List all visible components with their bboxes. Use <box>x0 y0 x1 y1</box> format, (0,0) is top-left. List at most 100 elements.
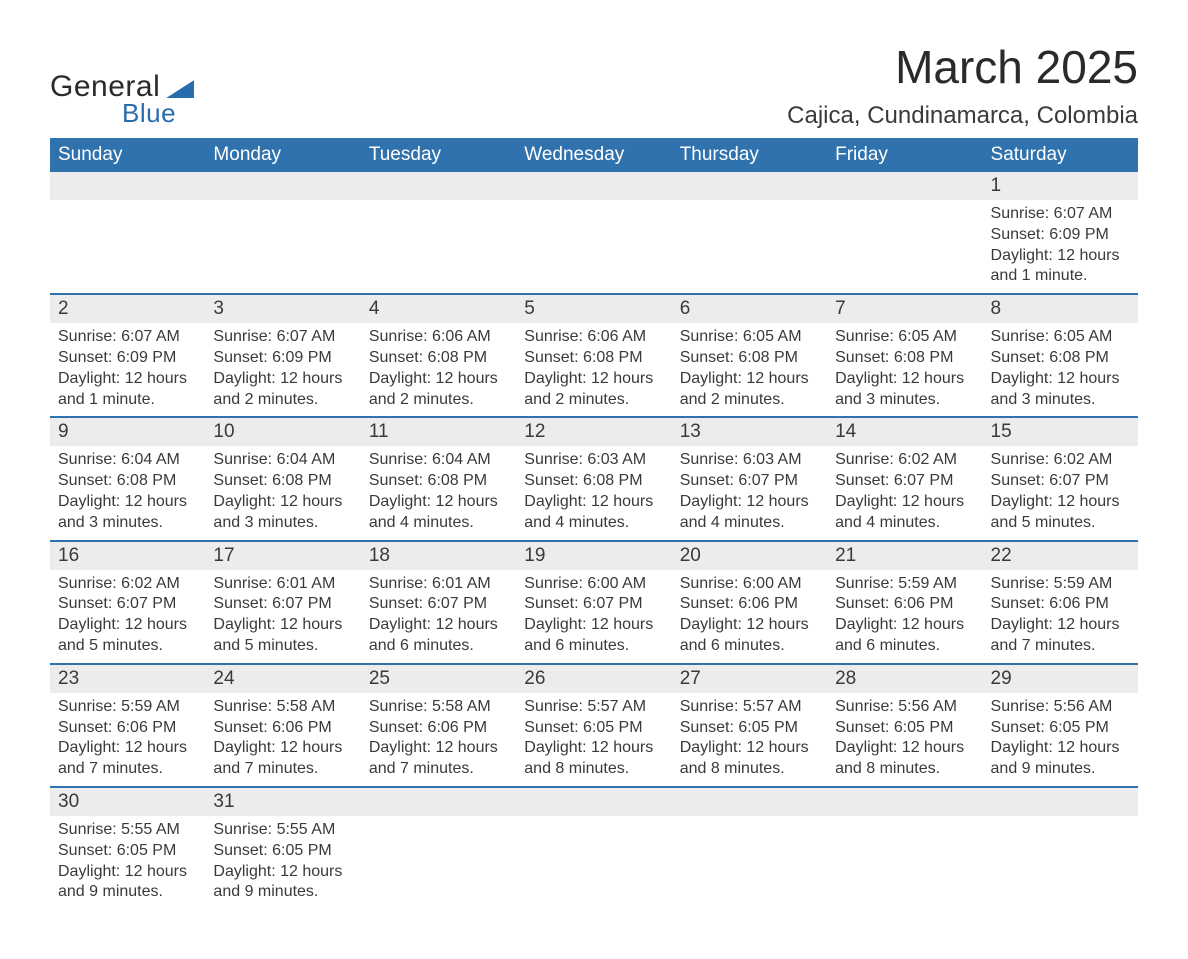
day-cell: Sunrise: 6:02 AMSunset: 6:07 PMDaylight:… <box>50 570 205 664</box>
day-cell: Sunrise: 6:01 AMSunset: 6:07 PMDaylight:… <box>205 570 360 664</box>
sunrise-text: Sunrise: 6:07 AM <box>58 327 197 348</box>
sunrise-text: Sunrise: 6:02 AM <box>991 450 1130 471</box>
daylight-text: Daylight: 12 hours and 8 minutes. <box>835 738 974 780</box>
calendar-table: Sunday Monday Tuesday Wednesday Thursday… <box>50 138 1138 909</box>
sunset-text: Sunset: 6:08 PM <box>991 348 1130 369</box>
daylight-text: Daylight: 12 hours and 8 minutes. <box>680 738 819 780</box>
day-number: 5 <box>516 294 671 323</box>
day-number: 30 <box>50 787 205 816</box>
sunrise-text: Sunrise: 6:01 AM <box>213 574 352 595</box>
week-details-row: Sunrise: 6:07 AMSunset: 6:09 PMDaylight:… <box>50 200 1138 294</box>
day-header: Thursday <box>672 138 827 172</box>
sunset-text: Sunset: 6:07 PM <box>991 471 1130 492</box>
daylight-text: Daylight: 12 hours and 9 minutes. <box>991 738 1130 780</box>
day-number: 3 <box>205 294 360 323</box>
daylight-text: Daylight: 12 hours and 7 minutes. <box>213 738 352 780</box>
sunset-text: Sunset: 6:06 PM <box>680 594 819 615</box>
week-details-row: Sunrise: 5:55 AMSunset: 6:05 PMDaylight:… <box>50 816 1138 909</box>
day-number: 20 <box>672 541 827 570</box>
day-header: Saturday <box>983 138 1138 172</box>
sunset-text: Sunset: 6:08 PM <box>524 348 663 369</box>
daylight-text: Daylight: 12 hours and 1 minute. <box>991 246 1130 288</box>
day-number: 18 <box>361 541 516 570</box>
daylight-text: Daylight: 12 hours and 6 minutes. <box>835 615 974 657</box>
sunset-text: Sunset: 6:06 PM <box>835 594 974 615</box>
sunset-text: Sunset: 6:08 PM <box>213 471 352 492</box>
day-cell <box>205 200 360 294</box>
day-cell: Sunrise: 5:56 AMSunset: 6:05 PMDaylight:… <box>827 693 982 787</box>
day-cell <box>672 200 827 294</box>
day-number: 21 <box>827 541 982 570</box>
sunset-text: Sunset: 6:05 PM <box>524 718 663 739</box>
day-number: 15 <box>983 417 1138 446</box>
day-number: 25 <box>361 664 516 693</box>
sunset-text: Sunset: 6:05 PM <box>835 718 974 739</box>
day-number: 29 <box>983 664 1138 693</box>
sunset-text: Sunset: 6:08 PM <box>680 348 819 369</box>
day-number <box>361 787 516 816</box>
sunset-text: Sunset: 6:05 PM <box>680 718 819 739</box>
daylight-text: Daylight: 12 hours and 4 minutes. <box>835 492 974 534</box>
week-number-row: 9101112131415 <box>50 417 1138 446</box>
sunset-text: Sunset: 6:06 PM <box>58 718 197 739</box>
day-number: 24 <box>205 664 360 693</box>
sunset-text: Sunset: 6:09 PM <box>58 348 197 369</box>
sunrise-text: Sunrise: 6:07 AM <box>213 327 352 348</box>
day-number: 9 <box>50 417 205 446</box>
day-cell <box>361 200 516 294</box>
day-number <box>827 787 982 816</box>
day-cell <box>516 200 671 294</box>
day-cell: Sunrise: 6:04 AMSunset: 6:08 PMDaylight:… <box>50 446 205 540</box>
day-cell: Sunrise: 5:59 AMSunset: 6:06 PMDaylight:… <box>983 570 1138 664</box>
day-cell: Sunrise: 6:01 AMSunset: 6:07 PMDaylight:… <box>361 570 516 664</box>
day-number: 4 <box>361 294 516 323</box>
sunset-text: Sunset: 6:08 PM <box>369 348 508 369</box>
day-number <box>827 172 982 200</box>
daylight-text: Daylight: 12 hours and 3 minutes. <box>213 492 352 534</box>
sunrise-text: Sunrise: 6:04 AM <box>58 450 197 471</box>
day-number: 7 <box>827 294 982 323</box>
flag-icon <box>166 80 194 98</box>
day-number <box>516 787 671 816</box>
brand-line2: Blue <box>122 98 194 129</box>
day-number: 31 <box>205 787 360 816</box>
sunrise-text: Sunrise: 5:55 AM <box>213 820 352 841</box>
day-header: Friday <box>827 138 982 172</box>
day-cell: Sunrise: 5:55 AMSunset: 6:05 PMDaylight:… <box>205 816 360 909</box>
day-cell: Sunrise: 6:05 AMSunset: 6:08 PMDaylight:… <box>827 323 982 417</box>
daylight-text: Daylight: 12 hours and 3 minutes. <box>991 369 1130 411</box>
day-number: 6 <box>672 294 827 323</box>
day-cell: Sunrise: 6:05 AMSunset: 6:08 PMDaylight:… <box>983 323 1138 417</box>
day-cell: Sunrise: 6:02 AMSunset: 6:07 PMDaylight:… <box>827 446 982 540</box>
month-title: March 2025 <box>787 40 1138 94</box>
sunrise-text: Sunrise: 5:56 AM <box>991 697 1130 718</box>
daylight-text: Daylight: 12 hours and 3 minutes. <box>58 492 197 534</box>
sunrise-text: Sunrise: 6:03 AM <box>680 450 819 471</box>
sunrise-text: Sunrise: 5:58 AM <box>369 697 508 718</box>
sunrise-text: Sunrise: 6:04 AM <box>369 450 508 471</box>
day-header: Monday <box>205 138 360 172</box>
sunset-text: Sunset: 6:09 PM <box>991 225 1130 246</box>
day-cell: Sunrise: 5:57 AMSunset: 6:05 PMDaylight:… <box>516 693 671 787</box>
sunrise-text: Sunrise: 6:05 AM <box>680 327 819 348</box>
day-cell <box>827 816 982 909</box>
daylight-text: Daylight: 12 hours and 4 minutes. <box>524 492 663 534</box>
day-number: 12 <box>516 417 671 446</box>
sunrise-text: Sunrise: 6:03 AM <box>524 450 663 471</box>
day-cell: Sunrise: 5:55 AMSunset: 6:05 PMDaylight:… <box>50 816 205 909</box>
sunset-text: Sunset: 6:05 PM <box>991 718 1130 739</box>
day-number: 10 <box>205 417 360 446</box>
sunrise-text: Sunrise: 6:06 AM <box>369 327 508 348</box>
week-details-row: Sunrise: 5:59 AMSunset: 6:06 PMDaylight:… <box>50 693 1138 787</box>
day-number: 22 <box>983 541 1138 570</box>
sunrise-text: Sunrise: 6:00 AM <box>524 574 663 595</box>
page-header: General Blue March 2025 Cajica, Cundinam… <box>50 40 1138 130</box>
daylight-text: Daylight: 12 hours and 2 minutes. <box>524 369 663 411</box>
sunset-text: Sunset: 6:07 PM <box>369 594 508 615</box>
day-number: 27 <box>672 664 827 693</box>
sunrise-text: Sunrise: 5:59 AM <box>991 574 1130 595</box>
daylight-text: Daylight: 12 hours and 5 minutes. <box>58 615 197 657</box>
daylight-text: Daylight: 12 hours and 7 minutes. <box>369 738 508 780</box>
week-number-row: 3031 <box>50 787 1138 816</box>
day-cell: Sunrise: 6:00 AMSunset: 6:07 PMDaylight:… <box>516 570 671 664</box>
